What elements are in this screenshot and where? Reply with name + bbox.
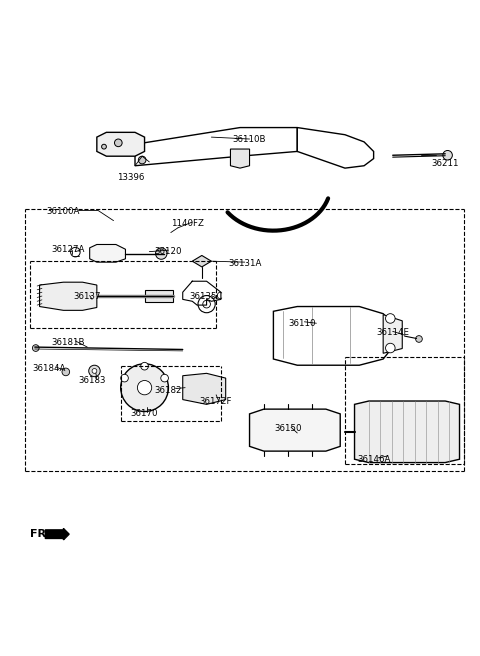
Text: 36184A: 36184A [33, 364, 66, 373]
Circle shape [443, 150, 452, 160]
Circle shape [137, 380, 152, 395]
Polygon shape [383, 315, 402, 354]
Text: 36131A: 36131A [228, 259, 262, 268]
Text: 36170: 36170 [131, 409, 158, 419]
Circle shape [138, 156, 146, 164]
Circle shape [161, 375, 168, 382]
Polygon shape [144, 290, 173, 302]
Circle shape [120, 375, 128, 382]
Circle shape [33, 344, 39, 352]
Circle shape [62, 368, 70, 376]
Text: 36110B: 36110B [233, 135, 266, 144]
Text: 36183: 36183 [78, 376, 106, 385]
Text: 36137: 36137 [73, 293, 101, 302]
Text: 36146A: 36146A [357, 455, 390, 464]
Circle shape [71, 247, 80, 257]
Circle shape [120, 364, 168, 411]
Circle shape [102, 144, 107, 149]
Polygon shape [97, 133, 144, 156]
Text: 36110: 36110 [288, 319, 316, 328]
Polygon shape [192, 255, 211, 267]
Text: 36150: 36150 [274, 424, 301, 433]
Text: 1140FZ: 1140FZ [171, 218, 204, 228]
Text: 36182: 36182 [155, 386, 182, 394]
Circle shape [141, 362, 148, 370]
Text: 36100A: 36100A [47, 207, 80, 216]
Circle shape [92, 369, 97, 373]
Polygon shape [230, 149, 250, 168]
Polygon shape [135, 127, 297, 166]
Polygon shape [250, 409, 340, 451]
Text: FR.: FR. [30, 529, 50, 539]
Text: 36127A: 36127A [51, 245, 85, 254]
Circle shape [385, 314, 395, 323]
Circle shape [89, 365, 100, 377]
Text: 36114E: 36114E [376, 328, 409, 337]
Polygon shape [274, 306, 393, 365]
Polygon shape [183, 373, 226, 404]
Polygon shape [355, 401, 459, 462]
FancyArrow shape [45, 529, 69, 540]
Circle shape [416, 336, 422, 342]
Text: 13396: 13396 [117, 173, 144, 182]
Circle shape [385, 343, 395, 353]
Circle shape [115, 139, 122, 147]
Text: 36181B: 36181B [51, 338, 85, 347]
Polygon shape [297, 127, 373, 168]
Polygon shape [39, 282, 97, 310]
Text: 36172F: 36172F [200, 398, 232, 407]
Polygon shape [90, 245, 125, 262]
Circle shape [156, 248, 167, 259]
Text: 36135C: 36135C [190, 293, 223, 302]
Text: 36211: 36211 [432, 159, 459, 168]
Text: 36120: 36120 [155, 247, 182, 256]
